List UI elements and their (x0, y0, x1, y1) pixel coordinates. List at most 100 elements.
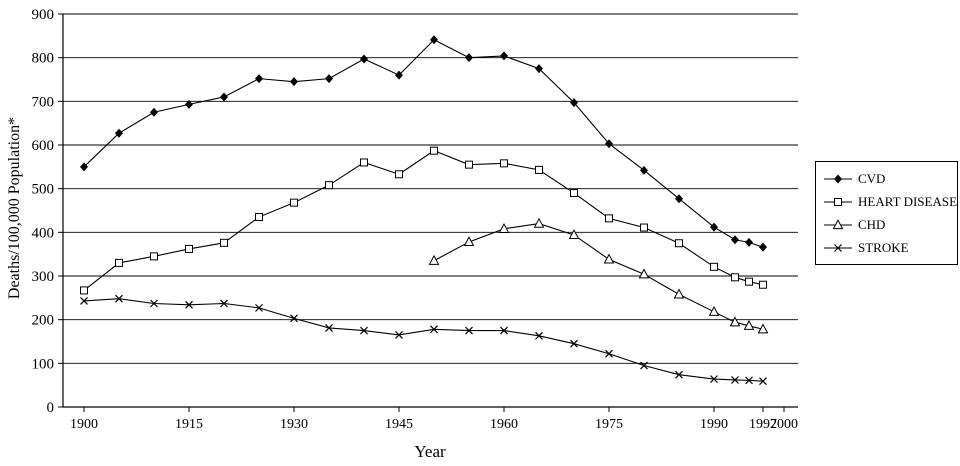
square-marker-icon (150, 252, 158, 261)
diamond-marker-icon (185, 99, 193, 109)
x-marker-icon (80, 296, 88, 305)
square-marker-icon (535, 165, 543, 174)
diamond-marker-icon (290, 77, 298, 87)
square-marker-icon (220, 238, 228, 247)
legend-label: CHD (858, 216, 886, 232)
legend-label: HEART DISEASE (858, 193, 958, 209)
diamond-marker-icon (325, 74, 333, 84)
y-tick-label: 0 (47, 400, 55, 416)
x-marker-icon (834, 243, 842, 252)
legend-marker-diamond-icon (824, 174, 852, 183)
x-marker-icon (115, 294, 123, 303)
x-tick-label: 1915 (175, 417, 203, 432)
square-marker-icon (395, 170, 403, 179)
diamond-marker-icon (834, 174, 842, 183)
diamond-marker-icon (500, 51, 508, 61)
x-marker-icon (745, 376, 753, 385)
square-marker-icon (731, 273, 739, 282)
square-marker-icon (570, 189, 578, 198)
x-marker-icon (465, 326, 473, 335)
x-marker-icon (640, 361, 648, 370)
triangle-marker-icon (533, 217, 545, 228)
series-line-heart-disease (83, 150, 764, 291)
x-tick-label: 1945 (385, 417, 413, 432)
square-marker-icon (465, 160, 473, 169)
x-tick-label: 1990 (700, 417, 728, 432)
diamond-marker-icon (80, 162, 88, 172)
x-marker-icon (535, 331, 543, 340)
legend-marker-triangle-icon (824, 218, 852, 229)
y-tick-label: 700 (32, 94, 55, 110)
y-tick-label: 900 (32, 7, 55, 23)
square-marker-icon (640, 223, 648, 232)
square-marker-icon (325, 181, 333, 190)
square-marker-icon (675, 239, 683, 248)
x-axis-label: Year (414, 442, 446, 461)
series-line-stroke (83, 298, 764, 382)
triangle-marker-icon (568, 229, 580, 240)
diamond-marker-icon (675, 194, 683, 204)
square-marker-icon (360, 158, 368, 167)
x-marker-icon (395, 331, 403, 339)
x-marker-icon (605, 349, 613, 358)
diamond-marker-icon (640, 165, 648, 175)
diamond-marker-icon (220, 92, 228, 102)
diamond-marker-icon (535, 64, 543, 74)
x-marker-icon (731, 376, 739, 384)
x-marker-icon (325, 324, 333, 332)
legend-marker-square-icon (824, 197, 852, 206)
diamond-marker-icon (570, 98, 578, 108)
square-marker-icon (759, 280, 767, 289)
triangle-marker-icon (743, 319, 755, 330)
diamond-marker-icon (731, 235, 739, 245)
square-marker-icon (80, 286, 88, 295)
diamond-marker-icon (745, 237, 753, 247)
diamond-marker-icon (150, 107, 158, 117)
legend-marker-x-icon (824, 243, 852, 252)
square-marker-icon (290, 198, 298, 207)
square-marker-icon (115, 258, 123, 267)
triangle-marker-icon (708, 305, 720, 316)
square-marker-icon (605, 214, 613, 223)
triangle-marker-icon (428, 254, 440, 265)
series-line-cvd (83, 39, 764, 248)
y-tick-label: 300 (32, 269, 55, 285)
diamond-marker-icon (430, 35, 438, 45)
diamond-marker-icon (255, 74, 263, 84)
y-tick-label: 500 (32, 182, 55, 198)
triangle-marker-icon (729, 316, 741, 327)
x-marker-icon (500, 326, 508, 335)
triangle-marker-icon (673, 288, 685, 299)
triangle-marker-icon (832, 218, 844, 229)
square-marker-icon (745, 277, 753, 286)
triangle-marker-icon (638, 268, 650, 279)
x-tick-label: 1997 (749, 417, 777, 432)
square-marker-icon (185, 244, 193, 253)
legend: CVD HEART DISEASE CHD STROKE (815, 161, 958, 265)
y-tick-label: 600 (32, 138, 55, 154)
diamond-marker-icon (115, 128, 123, 138)
x-tick-label: 1930 (280, 417, 308, 432)
y-tick-label: 800 (32, 51, 55, 67)
x-marker-icon (759, 377, 767, 386)
y-axis-label: Deaths/100,000 Population* (6, 116, 23, 300)
x-marker-icon (710, 375, 718, 383)
legend-label: STROKE (858, 239, 909, 255)
x-marker-icon (220, 299, 228, 308)
square-marker-icon (430, 146, 438, 155)
x-tick-label: 2000 (770, 417, 798, 432)
x-marker-icon (150, 299, 158, 308)
x-marker-icon (675, 370, 683, 379)
x-marker-icon (185, 300, 193, 309)
triangle-marker-icon (757, 323, 769, 334)
legend-item-cvd: CVD (821, 171, 952, 186)
legend-label: CVD (858, 170, 886, 186)
x-tick-label: 1975 (595, 417, 623, 432)
x-marker-icon (255, 303, 263, 312)
diamond-marker-icon (395, 70, 403, 80)
legend-item-stroke: STROKE (821, 240, 952, 255)
y-tick-label: 200 (32, 313, 55, 329)
x-tick-label: 1900 (70, 417, 98, 432)
diamond-marker-icon (360, 54, 368, 64)
